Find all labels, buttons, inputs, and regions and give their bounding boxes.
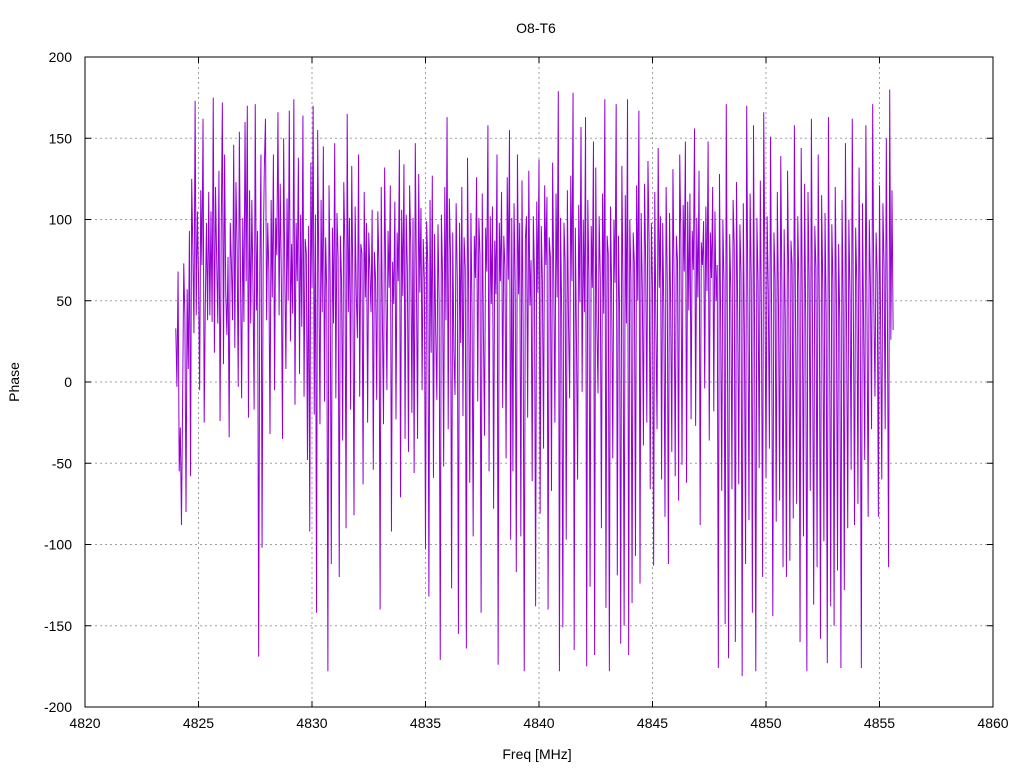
series-phase bbox=[175, 89, 894, 677]
y-tick-label: -100 bbox=[44, 537, 72, 553]
y-tick-label: 50 bbox=[56, 293, 72, 309]
y-tick-label: -200 bbox=[44, 699, 72, 715]
x-tick-label: 4845 bbox=[637, 715, 668, 731]
x-tick-label: 4830 bbox=[296, 715, 327, 731]
grid-lines bbox=[85, 57, 993, 707]
chart-title: O8-T6 bbox=[516, 20, 556, 36]
x-axis-label: Freq [MHz] bbox=[502, 746, 571, 762]
x-tick-label: 4850 bbox=[750, 715, 781, 731]
y-tick-label: -50 bbox=[52, 455, 72, 471]
x-tick-label: 4825 bbox=[183, 715, 214, 731]
x-tick-label: 4835 bbox=[410, 715, 441, 731]
y-tick-label: 100 bbox=[49, 212, 73, 228]
series-line bbox=[175, 89, 894, 677]
x-tick-label: 4855 bbox=[864, 715, 895, 731]
axis-ticks: 4820 4825 4830 4835 4840 4845 4850 4855 4860 -200… bbox=[44, 49, 1009, 731]
y-axis-label: Phase bbox=[6, 362, 22, 402]
x-tick-label: 4840 bbox=[523, 715, 554, 731]
x-tick-label: 4860 bbox=[977, 715, 1008, 731]
y-tick-label: -150 bbox=[44, 618, 72, 634]
x-tick-label: 4820 bbox=[69, 715, 100, 731]
y-tick-label: 200 bbox=[49, 49, 73, 65]
y-tick-label: 150 bbox=[49, 130, 73, 146]
y-tick-label: 0 bbox=[64, 374, 72, 390]
